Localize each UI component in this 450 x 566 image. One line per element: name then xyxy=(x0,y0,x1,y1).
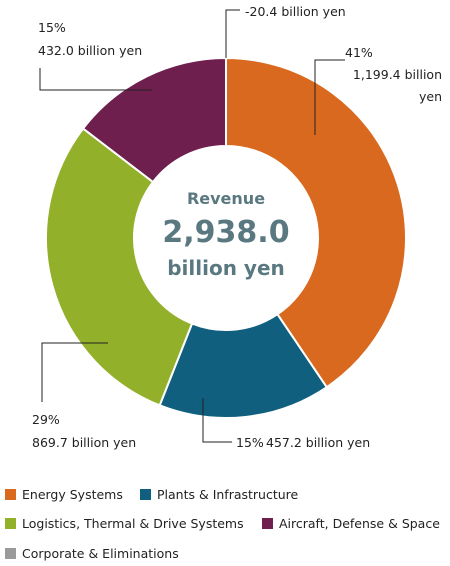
legend-item: Aircraft, Defense & Space xyxy=(262,516,440,531)
leader-line xyxy=(41,342,108,402)
legend-swatch xyxy=(5,518,16,529)
percent-label: 41% xyxy=(345,45,373,60)
leader-line xyxy=(314,59,345,135)
donut-slice xyxy=(225,56,407,389)
donut-slice xyxy=(45,127,194,407)
legend-swatch xyxy=(140,489,151,500)
value-label: 1,199.4 billion yen xyxy=(352,67,442,104)
leader-line xyxy=(39,68,152,91)
value-label: -20.4 billion yen xyxy=(245,4,346,19)
legend-item: Energy Systems xyxy=(5,487,123,502)
legend-swatch xyxy=(262,518,273,529)
legend-swatch xyxy=(5,548,16,559)
center-value: 2,938.0 xyxy=(162,215,289,250)
percent-label: 29% xyxy=(32,412,60,427)
legend-label: Corporate & Eliminations xyxy=(22,546,179,561)
legend-label: Plants & Infrastructure xyxy=(157,487,299,502)
legend-item: Corporate & Eliminations xyxy=(5,546,179,561)
percent-label: 15% xyxy=(38,20,66,35)
value-label: 432.0 billion yen xyxy=(38,43,143,58)
center-title: Revenue xyxy=(187,189,265,208)
center-unit: billion yen xyxy=(167,256,285,280)
leader-line xyxy=(225,9,240,58)
percent-label: 15% xyxy=(236,435,264,450)
leader-line xyxy=(202,398,232,443)
legend-label: Aircraft, Defense & Space xyxy=(279,516,440,531)
value-label: 457.2 billion yen xyxy=(266,435,371,450)
legend-label: Logistics, Thermal & Drive Systems xyxy=(22,516,244,531)
value-label: 869.7 billion yen xyxy=(32,435,137,450)
donut-slice xyxy=(158,312,329,419)
legend-item: Logistics, Thermal & Drive Systems xyxy=(5,516,244,531)
legend-label: Energy Systems xyxy=(22,487,123,502)
legend-item: Plants & Infrastructure xyxy=(140,487,298,502)
legend-swatch xyxy=(5,489,16,500)
